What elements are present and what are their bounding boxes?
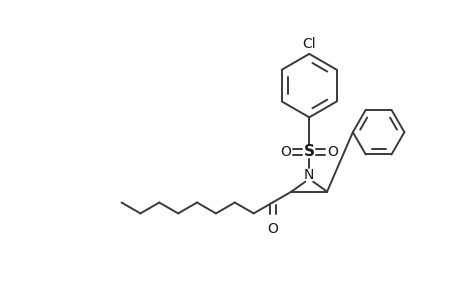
Text: S: S — [303, 145, 314, 160]
Text: O: O — [327, 145, 338, 159]
Text: O: O — [280, 145, 290, 159]
Text: N: N — [303, 168, 314, 182]
Text: Cl: Cl — [302, 37, 315, 51]
Text: O: O — [267, 222, 277, 236]
